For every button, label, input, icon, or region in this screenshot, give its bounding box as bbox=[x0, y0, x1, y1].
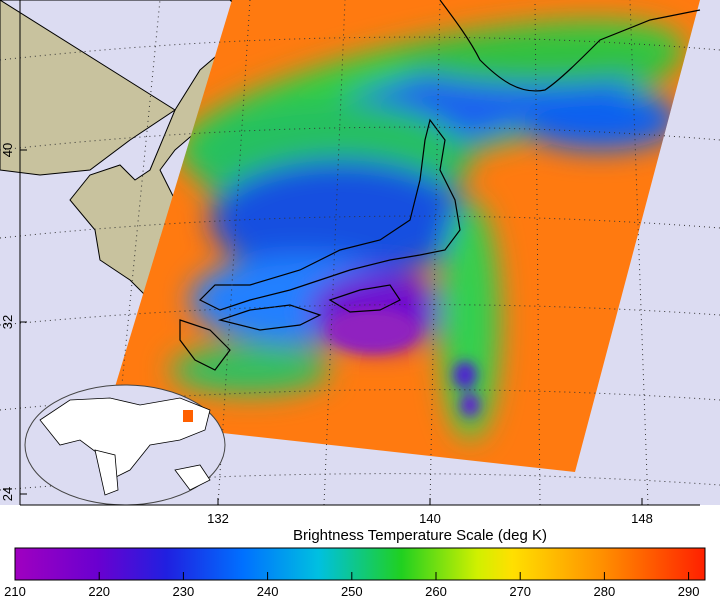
colorbar-tick-label: 270 bbox=[509, 584, 531, 599]
longitude-label: 148 bbox=[631, 511, 653, 526]
longitude-labels: 132 140 148 bbox=[207, 498, 653, 526]
longitude-label: 132 bbox=[207, 511, 229, 526]
map bbox=[0, 0, 720, 505]
colorbar bbox=[14, 547, 706, 581]
coastline bbox=[179, 0, 701, 371]
colorbar-tick-label: 290 bbox=[678, 584, 700, 599]
colorbar-tick-label: 210 bbox=[4, 584, 26, 599]
colorbar-ticks: 210 220 230 240 250 260 270 280 290 bbox=[4, 572, 699, 599]
latitude-label: 24 bbox=[0, 487, 15, 501]
colorbar-tick-label: 250 bbox=[341, 584, 363, 599]
colorbar-tick-label: 280 bbox=[594, 584, 616, 599]
latitude-label: 32 bbox=[0, 315, 15, 329]
latitude-labels: 40 32 24 bbox=[0, 143, 27, 501]
longitude-label: 140 bbox=[419, 511, 441, 526]
colorbar-tick-label: 220 bbox=[88, 584, 110, 599]
colorbar-tick-label: 260 bbox=[425, 584, 447, 599]
colorbar-tick-label: 240 bbox=[257, 584, 279, 599]
inset-globe bbox=[24, 384, 226, 505]
colorbar-tick-label: 230 bbox=[173, 584, 195, 599]
latitude-label: 40 bbox=[0, 143, 15, 157]
graticule bbox=[0, 0, 720, 505]
colorbar-title: Brightness Temperature Scale (deg K) bbox=[293, 527, 547, 544]
